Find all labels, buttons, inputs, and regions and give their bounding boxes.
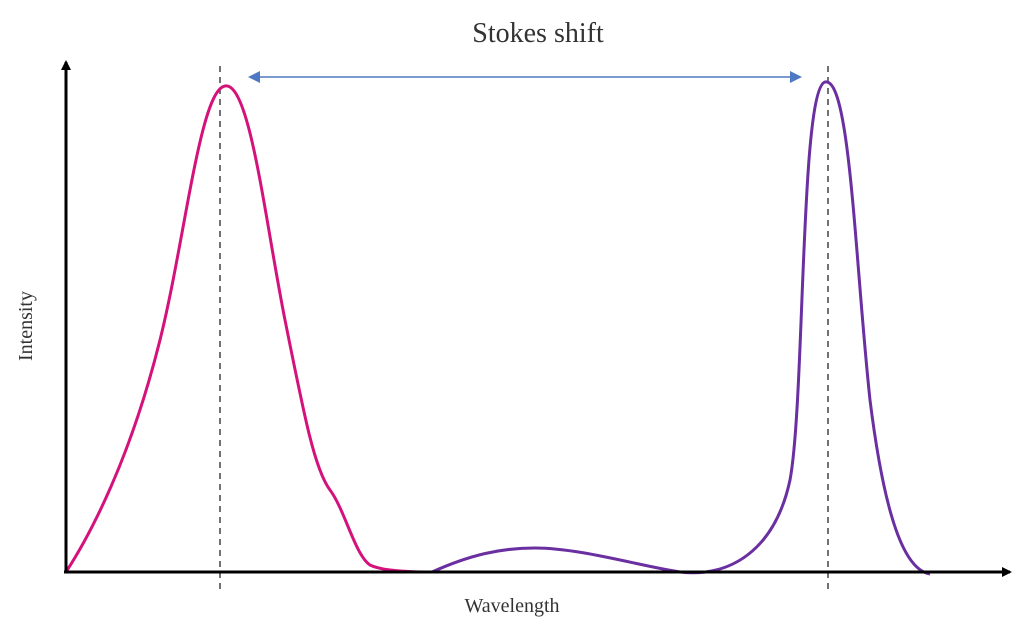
diagram-title: Stokes shift bbox=[472, 18, 604, 49]
x-axis-label: Wavelength bbox=[464, 595, 559, 617]
y-axis-label: Intensity bbox=[15, 291, 37, 361]
emission-curve bbox=[431, 80, 931, 576]
absorption-curve bbox=[64, 84, 433, 574]
